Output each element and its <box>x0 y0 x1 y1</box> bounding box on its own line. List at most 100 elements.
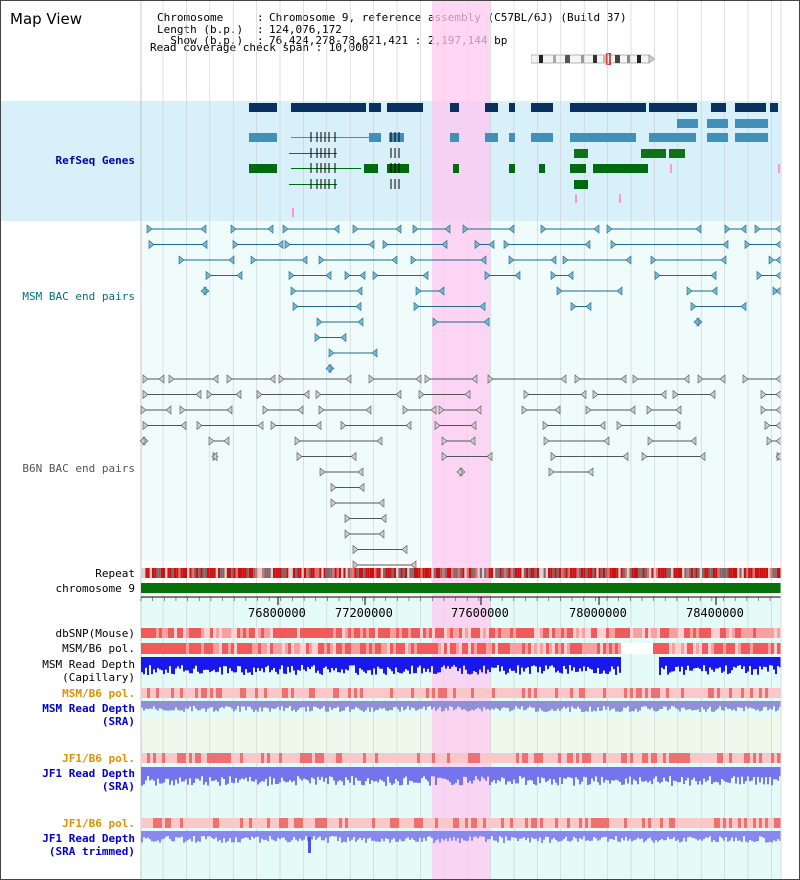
msm-sra-depth <box>727 701 729 709</box>
jf1-pol-cell <box>144 753 147 763</box>
b6n-bac-pair <box>587 467 594 477</box>
b6n-bac-pair <box>418 389 425 400</box>
jf1-sra-depth <box>289 767 291 781</box>
msm-bac-pair <box>550 270 557 281</box>
jf1-pol-cell <box>396 753 399 763</box>
msm-capillary-depth <box>597 657 599 668</box>
track-label-msm-bac[interactable]: MSM BAC end pairs <box>22 290 135 303</box>
track-label-msm-depth-sra[interactable]: MSM Read Depth <box>42 702 135 715</box>
track-label-repeat[interactable]: Repeat <box>95 567 135 580</box>
b6n-bac-pair <box>410 560 417 570</box>
jf1-sra-depth <box>629 767 631 777</box>
dbsnp-cell <box>456 628 459 638</box>
track-label-refseq[interactable]: RefSeq Genes <box>55 154 135 167</box>
repeat-element <box>684 568 687 578</box>
jf1-sra-depth <box>405 767 407 777</box>
jf1-sra-depth <box>639 767 641 778</box>
dbsnp-cell <box>741 628 744 638</box>
gene-feature <box>369 103 381 112</box>
b6n-bac-pair <box>269 374 276 384</box>
msm-capillary-depth <box>167 657 169 673</box>
repeat-element <box>350 568 353 578</box>
track-label-msm-pol-sra[interactable]: MSM/B6 pol. <box>62 687 135 700</box>
repeat-element <box>207 568 210 578</box>
dbsnp-cell <box>279 628 282 638</box>
msm-capillary-depth <box>363 657 365 672</box>
dbsnp-cell <box>663 628 666 638</box>
jf1-pol-cell <box>210 753 213 763</box>
dbsnp-cell <box>165 628 168 638</box>
track-label-jf1-depth[interactable]: JF1 Read Depth <box>42 767 135 780</box>
msm-sra-depth <box>743 701 745 712</box>
jf1-trimmed-depth <box>727 831 729 842</box>
msm-pol-sra-cell <box>735 688 738 698</box>
msm-sra-depth <box>377 701 379 710</box>
msm-capillary-depth <box>549 657 551 667</box>
msm-bac-pair <box>228 255 235 265</box>
jf1-trimmed-depth <box>599 831 601 840</box>
msm-sra-depth <box>385 701 387 711</box>
msm-sra-depth <box>441 701 443 712</box>
track-label-dbsnp[interactable]: dbSNP(Mouse) <box>55 627 135 640</box>
dbsnp-cell <box>426 628 429 638</box>
jf1-pol-2-cell <box>240 818 243 828</box>
msm-pol-cell <box>369 643 372 654</box>
jf1-sra-depth <box>347 767 349 781</box>
msm-sra-depth <box>143 701 145 711</box>
msm-pol-cell <box>720 643 723 654</box>
b6n-bac-pair <box>675 405 682 415</box>
jf1-trimmed-depth <box>149 831 151 840</box>
dbsnp-cell <box>609 628 612 638</box>
msm-pol-sra-cell <box>690 688 693 698</box>
msm-pol-sra-cell <box>366 688 369 698</box>
b6n-bac-pair <box>405 420 412 431</box>
track-label-jf1-pol-2[interactable]: JF1/B6 pol. <box>62 817 135 830</box>
dbsnp-cell <box>384 628 387 638</box>
msm-pol-sra-cell <box>513 688 516 698</box>
b6n-bac-pair <box>315 389 322 400</box>
track-label-jf1-depth-trimmed[interactable]: JF1 Read Depth <box>42 832 135 845</box>
jf1-sra-depth <box>443 767 445 779</box>
dbsnp-cell <box>276 628 279 638</box>
dbsnp-cell <box>615 628 618 638</box>
msm-pol-cell <box>414 643 417 654</box>
msm-capillary-depth <box>335 657 337 669</box>
track-label-msm-pol[interactable]: MSM/B6 pol. <box>62 642 135 655</box>
jf1-trimmed-depth <box>695 831 697 840</box>
jf1-pol-cell <box>540 753 543 763</box>
track-label-b6n-bac[interactable]: B6N BAC end pairs <box>22 462 135 475</box>
repeat-element <box>618 568 621 578</box>
dbsnp-cell <box>189 628 192 638</box>
chromosome-ideogram[interactable] <box>531 53 657 65</box>
jf1-sra-depth <box>497 767 499 780</box>
msm-capillary-depth <box>497 657 499 666</box>
jf1-trimmed-depth <box>467 831 469 841</box>
b6n-bac-pair <box>142 374 149 384</box>
jf1-pol-2-cell <box>750 818 753 828</box>
jf1-pol-cell <box>441 753 444 763</box>
jf1-sra-depth <box>433 767 435 777</box>
repeat-element <box>323 568 326 578</box>
msm-capillary-depth <box>445 657 447 669</box>
jf1-trimmed-depth <box>709 831 711 837</box>
b6n-bac-pair <box>464 389 471 400</box>
jf1-pol-2-cell <box>738 818 741 828</box>
jf1-sra-depth <box>483 767 485 779</box>
jf1-trimmed-depth <box>261 831 263 839</box>
dbsnp-cell <box>204 628 207 638</box>
jf1-pol-cell <box>648 753 651 763</box>
jf1-pol-cell <box>336 753 339 763</box>
jf1-trimmed-depth <box>165 831 167 837</box>
dbsnp-cell <box>210 628 213 638</box>
jf1-sra-depth <box>297 767 299 777</box>
track-label-msm-depth-capillary[interactable]: MSM Read Depth <box>42 658 135 671</box>
track-label-jf1-pol[interactable]: JF1/B6 pol. <box>62 752 135 765</box>
dbsnp-cell <box>387 628 390 638</box>
msm-pol-sra-cell <box>300 688 303 698</box>
b6n-bac-pair <box>262 405 269 415</box>
jf1-trimmed-depth <box>241 831 243 839</box>
dbsnp-cell <box>447 628 450 638</box>
jf1-trimmed-depth <box>769 831 771 842</box>
track-label-chromosome[interactable]: chromosome 9 <box>55 582 135 595</box>
